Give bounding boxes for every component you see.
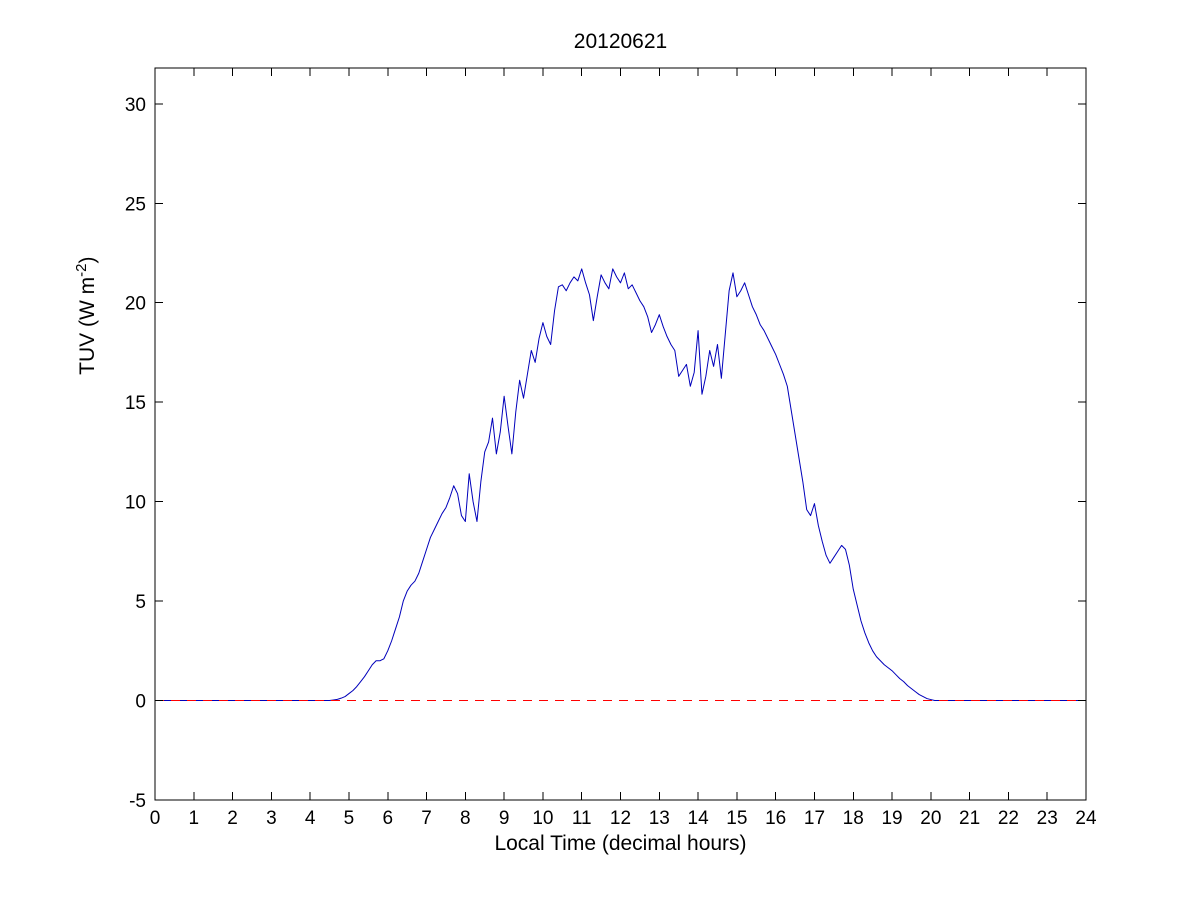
x-tick-label: 19 <box>881 808 902 829</box>
y-axis-label-superscript: -2 <box>73 263 90 277</box>
x-tick-label: 0 <box>150 808 161 829</box>
x-tick-label: 17 <box>804 808 825 829</box>
x-tick-label: 14 <box>688 808 710 829</box>
x-tick-label: 9 <box>499 808 510 829</box>
x-tick-label: 24 <box>1075 808 1097 829</box>
x-tick-label: 13 <box>649 808 670 829</box>
x-tick-label: 1 <box>189 808 200 829</box>
x-tick-label: 20 <box>920 808 941 829</box>
chart-title: 20120621 <box>573 30 668 53</box>
x-tick-label: 6 <box>382 808 393 829</box>
x-tick-label: 18 <box>843 808 864 829</box>
y-tick-label: 15 <box>125 393 146 414</box>
x-tick-label: 21 <box>959 808 980 829</box>
y-tick-label: 10 <box>125 493 146 514</box>
x-tick-label: 2 <box>227 808 238 829</box>
x-tick-label: 8 <box>460 808 471 829</box>
y-tick-label: 25 <box>125 194 146 215</box>
x-tick-label: 10 <box>532 808 553 829</box>
y-tick-label: 20 <box>125 294 146 315</box>
x-tick-label: 4 <box>305 808 316 829</box>
x-tick-label: 7 <box>421 808 432 829</box>
x-tick-label: 3 <box>266 808 277 829</box>
y-tick-label: 0 <box>135 692 146 713</box>
x-tick-label: 5 <box>344 808 355 829</box>
y-tick-label: 30 <box>125 95 146 116</box>
x-axis-label: Local Time (decimal hours) <box>494 832 747 855</box>
y-tick-label: 5 <box>135 592 146 613</box>
x-tick-label: 15 <box>726 808 747 829</box>
y-axis-label-suffix: ) <box>76 256 99 264</box>
x-tick-label: 16 <box>765 808 786 829</box>
y-tick-label: -5 <box>129 791 146 812</box>
x-tick-label: 23 <box>1037 808 1058 829</box>
x-tick-label: 22 <box>998 808 1019 829</box>
axis-box <box>154 67 1087 801</box>
data-line-tuv <box>154 268 1087 702</box>
x-tick-label: 12 <box>610 808 631 829</box>
x-tick-label: 11 <box>572 808 592 829</box>
y-axis-label-prefix: TUV (W m <box>76 276 99 375</box>
